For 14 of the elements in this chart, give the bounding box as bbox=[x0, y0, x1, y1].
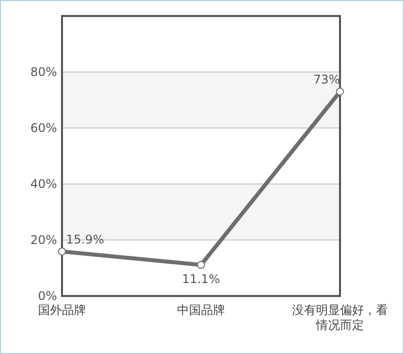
data-label: 73% bbox=[313, 72, 340, 87]
data-label: 11.1% bbox=[182, 272, 220, 286]
y-tick-label: 60% bbox=[30, 121, 57, 135]
point bbox=[336, 88, 344, 96]
point bbox=[197, 260, 205, 269]
y-tick-label: 80% bbox=[30, 65, 57, 79]
y-tick-label: 20% bbox=[30, 233, 57, 247]
point bbox=[58, 247, 66, 256]
x-tick-label: 国外品牌 bbox=[38, 303, 86, 317]
data-label: 15.9% bbox=[66, 232, 104, 246]
y-tick-label: 0% bbox=[38, 289, 57, 303]
x-tick-label: 没有明显偏好，看情况而定 bbox=[292, 303, 388, 332]
y-tick-label: 40% bbox=[30, 177, 57, 191]
x-tick-label: 中国品牌 bbox=[177, 303, 225, 317]
